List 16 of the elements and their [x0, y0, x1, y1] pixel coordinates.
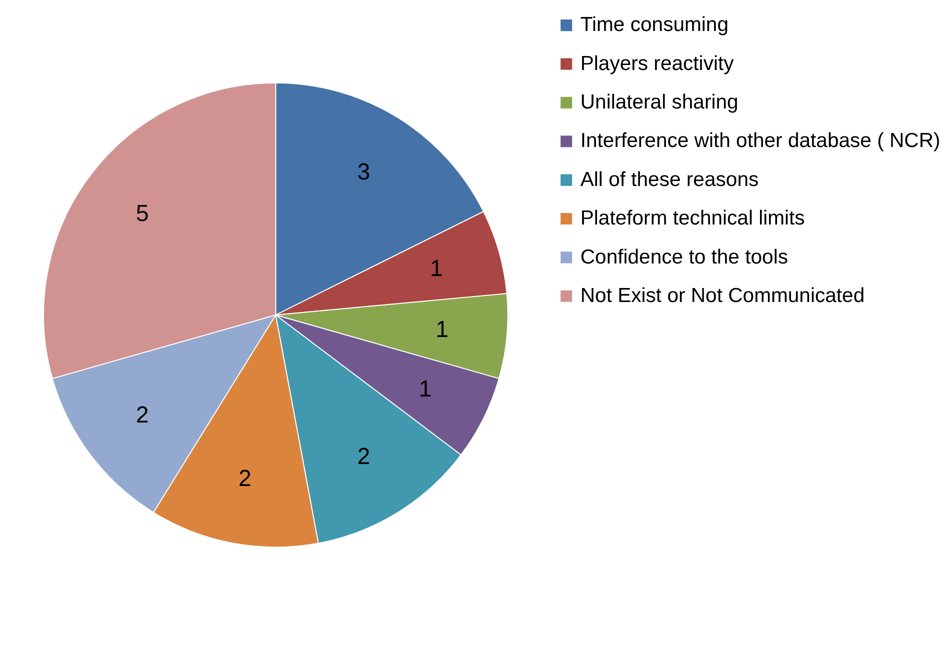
legend-label: Plateform technical limits — [580, 208, 805, 230]
data-label: 1 — [436, 316, 449, 342]
legend-label: Interference with other database ( NCR) — [580, 130, 940, 152]
data-label: 5 — [136, 200, 149, 226]
data-label: 2 — [238, 465, 252, 492]
data-label: 1 — [430, 255, 443, 282]
legend-label: All of these reasons — [580, 168, 759, 191]
data-label: 3 — [357, 158, 370, 185]
data-label: 2 — [136, 402, 149, 428]
legend-label: Unilateral sharing — [580, 91, 738, 114]
legend-label: Confidence to the tools — [580, 246, 788, 268]
legend-label: Not Exist or Not Communicated — [580, 284, 865, 307]
data-label: 2 — [357, 442, 370, 469]
data-label: 1 — [418, 375, 432, 402]
legend-label: Time consuming — [580, 14, 729, 36]
legend-label: Players reactivity — [580, 52, 735, 75]
